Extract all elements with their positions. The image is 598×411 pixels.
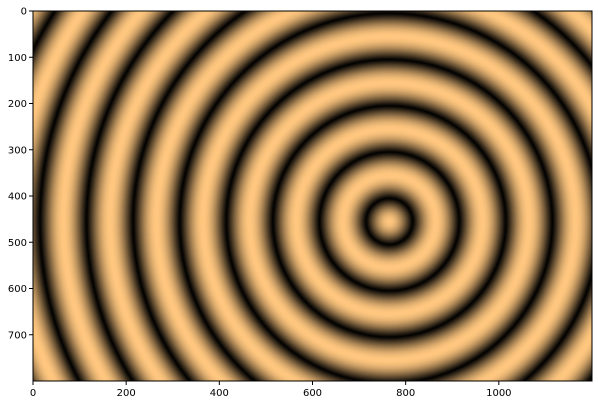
y-tick-label: 300 — [8, 145, 27, 156]
x-tick-label: 800 — [396, 388, 415, 399]
y-tick-label: 100 — [8, 53, 27, 64]
y-tick-label: 0 — [21, 7, 27, 18]
y-tick-label: 700 — [8, 330, 27, 341]
x-tick-label: 200 — [117, 388, 136, 399]
x-tick-label: 400 — [210, 388, 229, 399]
y-tick-label: 600 — [8, 284, 27, 295]
heatmap-image — [33, 11, 592, 381]
heatmap-image-area — [33, 11, 592, 381]
y-tick-label: 500 — [8, 238, 27, 249]
x-tick-label: 1000 — [486, 388, 511, 399]
x-tick-label: 0 — [30, 388, 36, 399]
x-tick-label: 600 — [303, 388, 322, 399]
y-tick-label: 200 — [8, 99, 27, 110]
y-tick-label: 400 — [8, 192, 27, 203]
